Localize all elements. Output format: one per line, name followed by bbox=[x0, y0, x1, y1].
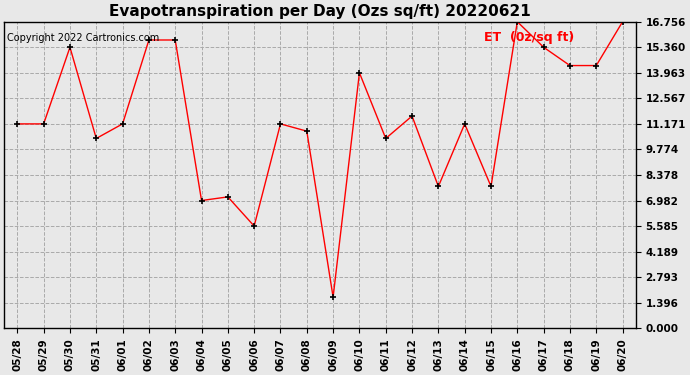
Title: Evapotranspiration per Day (Ozs sq/ft) 20220621: Evapotranspiration per Day (Ozs sq/ft) 2… bbox=[109, 4, 531, 19]
Text: Copyright 2022 Cartronics.com: Copyright 2022 Cartronics.com bbox=[7, 33, 159, 43]
Text: ET  (0z/sq ft): ET (0z/sq ft) bbox=[484, 31, 574, 44]
